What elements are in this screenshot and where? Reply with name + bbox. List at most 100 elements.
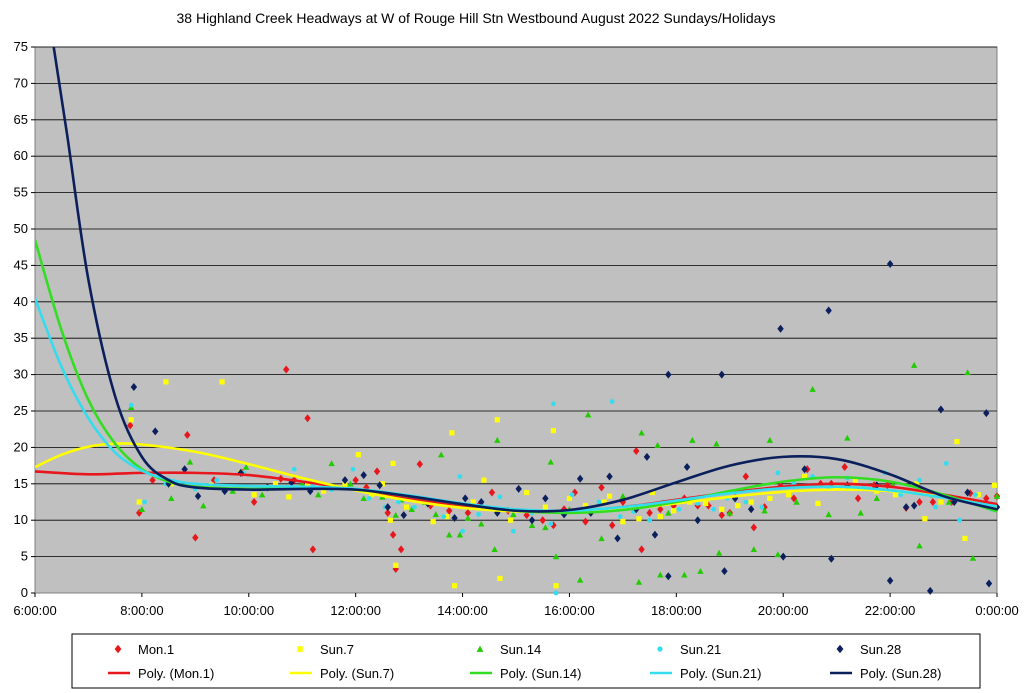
y-tick-label: 45 — [14, 257, 28, 272]
sun-28-point — [194, 492, 202, 501]
sun-28-point — [747, 505, 755, 514]
sun-14-point — [392, 511, 399, 518]
sun-14-point — [542, 524, 549, 531]
sun-7-point — [657, 513, 663, 520]
sun-7-point — [914, 481, 920, 487]
sun-14-point — [793, 498, 800, 505]
mon-1-point — [539, 516, 546, 525]
sun-21-point — [396, 499, 401, 505]
sun-14-point — [437, 451, 445, 458]
sun-14-point — [750, 546, 758, 553]
sun-28-point — [964, 488, 971, 497]
x-tick-label: 0:00:00 — [975, 603, 1018, 618]
sun-7-point — [136, 499, 142, 505]
sun-21-point — [676, 506, 682, 512]
sun-7-point — [251, 492, 257, 498]
sun-21-point — [366, 495, 372, 501]
mon-1-point — [304, 414, 311, 423]
legend-label-poly-sun-28: Poly. (Sun.28) — [860, 666, 941, 681]
mon-1-point — [742, 472, 750, 481]
sun-28-point — [542, 494, 549, 503]
y-tick-label: 0 — [21, 585, 28, 600]
sun-21-point — [510, 528, 516, 534]
sun-28-point — [451, 514, 458, 523]
x-tick-label: 20:00:00 — [758, 603, 809, 618]
sun-21-point — [460, 528, 465, 534]
sun-21-point — [497, 494, 503, 500]
sun-14-point — [229, 487, 236, 494]
sun-21-point — [551, 401, 556, 407]
legend-marker-mon-1 — [114, 644, 122, 654]
sun-21-point — [548, 521, 554, 527]
sun-14-point — [328, 460, 335, 467]
sun-28-point — [718, 370, 725, 379]
legend-label-sun-28: Sun.28 — [860, 642, 901, 657]
sun-28-point — [376, 481, 383, 490]
legend-label-poly-sun-7: Poly. (Sun.7) — [320, 666, 394, 681]
sun-28-point — [181, 465, 188, 474]
sun-14-point — [491, 546, 498, 553]
sun-14-point — [347, 480, 354, 487]
sun-7-point — [991, 482, 997, 488]
sun-28-point — [606, 472, 613, 481]
sun-28-point — [886, 259, 894, 268]
legend-marker-sun-14 — [476, 645, 484, 652]
sun-14-point — [242, 463, 250, 470]
sun-7-point — [390, 460, 396, 467]
sun-7-point — [321, 488, 327, 494]
sun-28-point — [665, 370, 672, 379]
sun-7-point — [451, 583, 458, 589]
sun-21-point — [457, 474, 463, 479]
mon-1-point — [389, 530, 397, 539]
mon-1-point — [967, 489, 974, 498]
sun-14-point — [432, 511, 440, 518]
sun-21-point — [441, 514, 447, 519]
sun-7-point — [606, 493, 613, 499]
sun-14-point — [299, 480, 306, 487]
sun-21-point — [350, 466, 356, 472]
sun-28-point — [825, 306, 832, 315]
sun-14-point — [315, 491, 322, 498]
sun-7-point — [767, 495, 773, 501]
sun-14-point — [186, 458, 194, 465]
sun-7-point — [922, 516, 928, 522]
sun-28-point — [643, 452, 651, 461]
sun-28-point — [478, 498, 485, 506]
sun-7-point — [219, 379, 225, 385]
sun-7-point — [601, 499, 607, 505]
x-tick-label: 10:00:00 — [223, 603, 274, 618]
mon-1-point — [309, 545, 317, 554]
sun-14-point — [681, 571, 688, 578]
sun-21-point — [759, 504, 765, 510]
sun-14-point — [713, 440, 720, 447]
mon-1-point — [705, 501, 712, 510]
y-tick-label: 25 — [14, 403, 28, 418]
mon-1-point — [929, 498, 937, 506]
sun-21-point — [128, 402, 134, 408]
sun-7-point — [962, 535, 968, 541]
sun-14-point — [494, 436, 501, 443]
sun-28-point — [576, 474, 584, 483]
sun-14-point — [408, 506, 415, 512]
legend-items: Mon.1 Sun.7 Sun.14 Sun.21 Sun.28 Poly. (Mon.1… — [108, 642, 941, 681]
sun-28-point — [951, 498, 958, 506]
x-axis: 6:00:00 8:00:00 10:00:00 12:00:00 14:00:00 16… — [13, 593, 1019, 618]
mon-1-point — [750, 523, 758, 532]
sun-7-point — [497, 575, 503, 582]
sun-28-point — [694, 516, 701, 525]
sun-14-point — [657, 571, 664, 578]
sun-14-point — [478, 520, 485, 527]
sun-7-point — [286, 494, 292, 500]
sun-7-point — [470, 499, 476, 505]
sun-14-point — [619, 492, 627, 499]
sun-7-point — [443, 513, 450, 520]
x-tick-label: 16:00:00 — [544, 603, 595, 618]
sun-21-point — [596, 499, 602, 505]
legend-label-poly-sun-14: Poly. (Sun.14) — [500, 666, 581, 681]
sun-28-point — [515, 484, 522, 493]
sun-14-point — [844, 434, 851, 441]
mon-1-point — [916, 498, 923, 506]
sun-7-point — [954, 438, 960, 445]
sun-28-point — [926, 586, 934, 595]
